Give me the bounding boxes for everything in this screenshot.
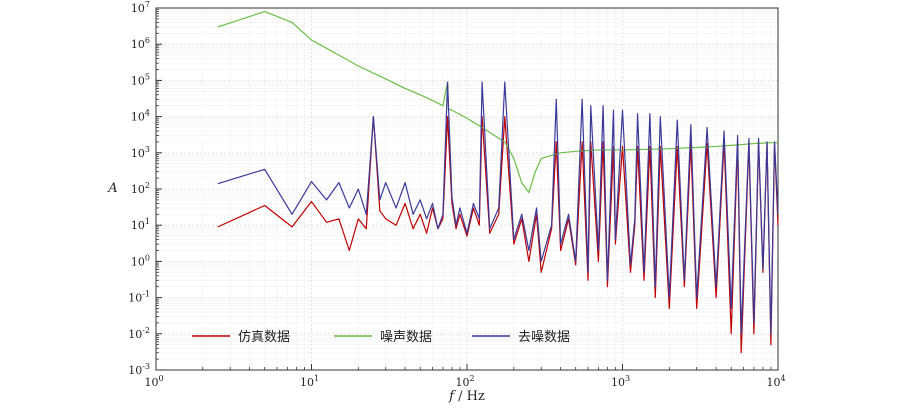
y-tick-base: 10 <box>131 38 145 51</box>
legend-label-1: 仿真数据 <box>238 330 290 345</box>
y-tick-label: 10-1 <box>128 290 150 305</box>
y-tick-label: 102 <box>131 181 150 196</box>
y-tick-label: 105 <box>131 72 150 87</box>
y-tick-exponent: 4 <box>145 109 150 118</box>
y-tick-base: 10 <box>131 111 145 124</box>
x-tick-label: 102 <box>455 374 474 389</box>
series-line-2 <box>217 10 778 194</box>
y-tick-exponent: 2 <box>145 181 150 190</box>
legend-label-3: 去噪数据 <box>518 330 570 345</box>
y-tick-base: 10 <box>131 147 145 160</box>
y-tick-base: 10 <box>131 2 145 15</box>
x-tick-base: 10 <box>144 376 158 389</box>
y-tick-label: 101 <box>131 217 150 232</box>
series-line-1 <box>217 115 779 354</box>
x-axis-label-symbol: f <box>448 389 456 404</box>
legend: 仿真数据 噪声数据 去噪数据 <box>192 330 570 345</box>
series-layer <box>217 10 779 354</box>
x-tick-base: 10 <box>611 376 625 389</box>
y-tick-exponent: 7 <box>145 0 150 9</box>
y-tick-base: 10 <box>131 74 145 87</box>
legend-label-2: 噪声数据 <box>380 330 432 345</box>
y-tick-base: 10 <box>131 255 145 268</box>
y-tick-exponent: 5 <box>145 72 150 81</box>
y-tick-label: 103 <box>131 145 150 160</box>
y-tick-label: 107 <box>131 0 150 15</box>
y-tick-exponent: 3 <box>145 145 150 154</box>
x-tick-exponent: 4 <box>780 374 785 383</box>
y-tick-base: 10 <box>131 183 145 196</box>
y-tick-base: 10 <box>131 219 145 232</box>
y-tick-label: 104 <box>131 109 150 124</box>
x-tick-base: 10 <box>300 376 314 389</box>
y-tick-label: 106 <box>131 36 150 51</box>
y-axis-label: A <box>107 181 117 196</box>
x-axis-label-unit: / Hz <box>454 389 485 404</box>
x-tick-label: 103 <box>611 374 630 389</box>
y-tick-exponent: 1 <box>145 217 150 226</box>
x-tick-exponent: 0 <box>158 374 163 383</box>
y-tick-label: 10-3 <box>128 362 150 377</box>
x-tick-exponent: 2 <box>469 374 474 383</box>
x-tick-label: 104 <box>766 374 785 389</box>
x-tick-exponent: 1 <box>314 374 319 383</box>
y-tick-label: 10-2 <box>128 326 150 341</box>
x-tick-label: 100 <box>144 374 163 389</box>
y-tick-exponent: -2 <box>142 326 150 335</box>
y-tick-base: 10 <box>128 364 142 377</box>
y-tick-base: 10 <box>128 292 142 305</box>
y-tick-exponent: -3 <box>142 362 150 371</box>
x-tick-base: 10 <box>766 376 780 389</box>
series-line-3 <box>217 81 779 335</box>
x-tick-label: 101 <box>300 374 319 389</box>
x-tick-exponent: 3 <box>625 374 630 383</box>
y-tick-exponent: 6 <box>145 36 150 45</box>
y-tick-label: 100 <box>131 253 150 268</box>
tick-labels: 100 101 102 103 10410-310-210-11001011021031… <box>128 0 785 389</box>
y-tick-exponent: -1 <box>142 290 150 299</box>
x-axis-label: f / Hz <box>448 389 485 404</box>
x-tick-base: 10 <box>455 376 469 389</box>
axes <box>155 7 779 371</box>
y-tick-exponent: 0 <box>145 253 150 262</box>
y-tick-base: 10 <box>128 328 142 341</box>
